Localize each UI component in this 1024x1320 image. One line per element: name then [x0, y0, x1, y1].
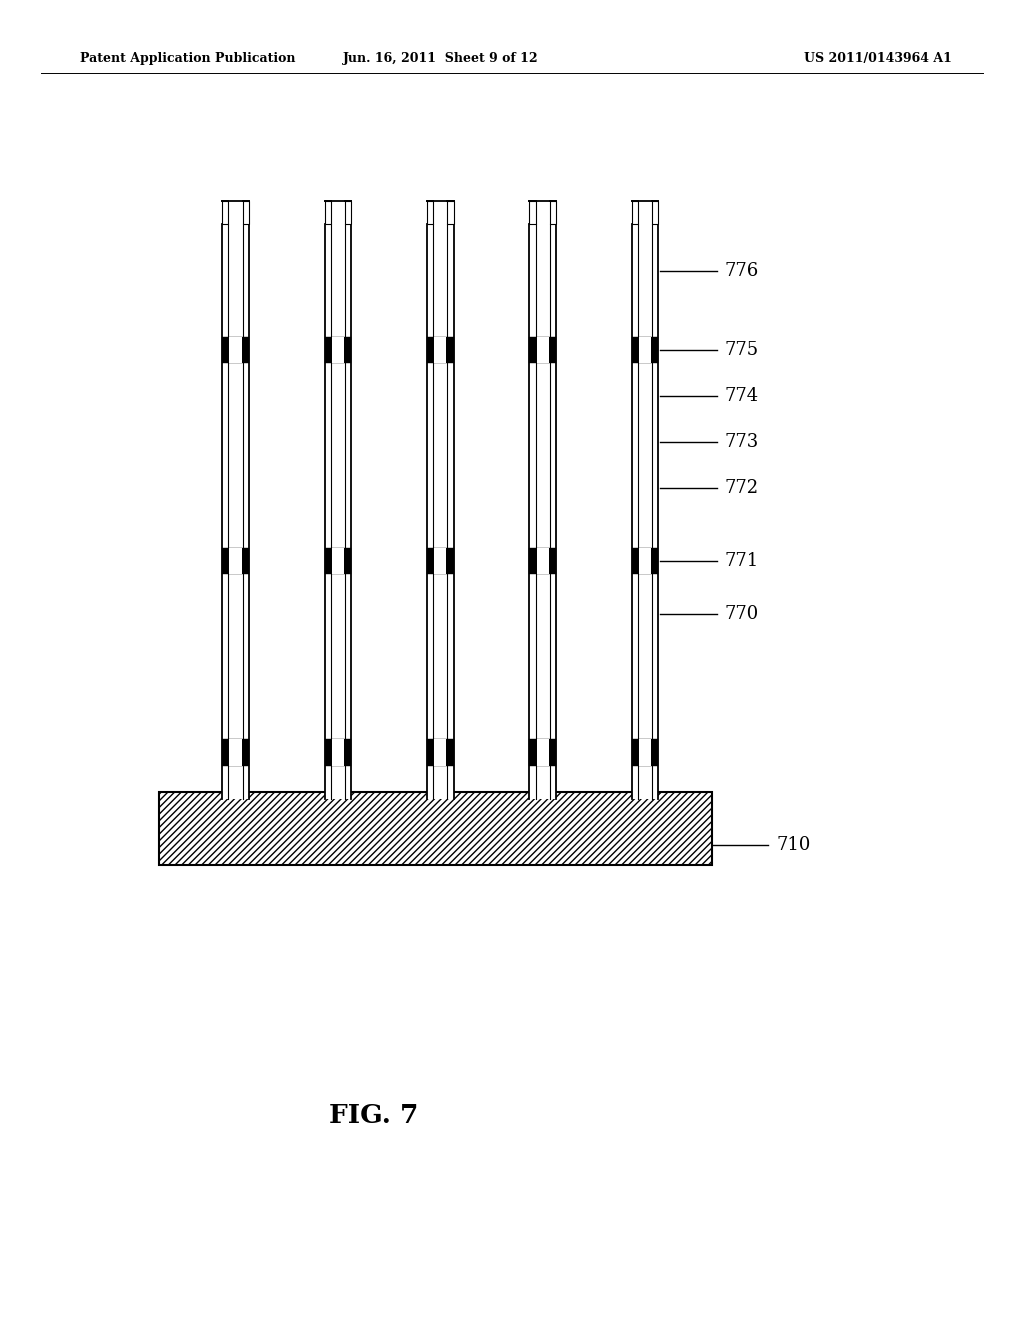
Bar	[529, 337, 556, 363]
Bar	[537, 739, 549, 766]
Bar	[427, 548, 454, 574]
Text: FIG. 7: FIG. 7	[329, 1104, 419, 1127]
Text: 773: 773	[725, 433, 759, 451]
Bar	[325, 224, 331, 799]
Bar	[332, 337, 344, 363]
Bar	[434, 739, 446, 766]
Bar	[529, 548, 556, 574]
Bar	[639, 548, 651, 574]
Bar	[427, 337, 454, 363]
Bar	[159, 792, 712, 865]
Bar	[447, 224, 454, 799]
Bar	[229, 337, 242, 363]
Bar	[434, 548, 446, 574]
Bar	[639, 337, 651, 363]
Bar	[332, 548, 344, 574]
Bar	[632, 739, 658, 766]
Bar	[243, 201, 249, 224]
Text: 774: 774	[725, 387, 759, 405]
Text: US 2011/0143964 A1: US 2011/0143964 A1	[805, 51, 952, 65]
Bar	[325, 337, 351, 363]
Bar	[222, 548, 249, 574]
Text: 771: 771	[725, 552, 759, 570]
Bar	[331, 224, 345, 799]
Bar	[652, 224, 658, 799]
Bar	[345, 224, 351, 799]
Bar	[529, 224, 536, 799]
Bar	[229, 548, 242, 574]
Bar	[325, 548, 351, 574]
Bar	[632, 224, 638, 799]
Bar	[550, 201, 556, 224]
Text: Jun. 16, 2011  Sheet 9 of 12: Jun. 16, 2011 Sheet 9 of 12	[342, 51, 539, 65]
Text: 776: 776	[725, 261, 759, 280]
Bar	[222, 337, 249, 363]
Bar	[639, 739, 651, 766]
Text: 775: 775	[725, 341, 759, 359]
Bar	[427, 224, 433, 799]
Bar	[345, 201, 351, 224]
Bar	[537, 548, 549, 574]
Bar	[427, 739, 454, 766]
Bar	[222, 224, 228, 799]
Bar	[550, 224, 556, 799]
Bar	[632, 548, 658, 574]
Text: 772: 772	[725, 479, 759, 498]
Bar	[434, 337, 446, 363]
Text: 770: 770	[725, 605, 759, 623]
Bar	[529, 201, 536, 224]
Bar	[222, 201, 228, 224]
Bar	[222, 739, 249, 766]
Bar	[325, 739, 351, 766]
Bar	[228, 224, 243, 799]
Bar	[325, 201, 331, 224]
Bar	[632, 337, 658, 363]
Bar	[638, 224, 652, 799]
Bar	[433, 224, 447, 799]
Bar	[529, 739, 556, 766]
Text: Patent Application Publication: Patent Application Publication	[80, 51, 295, 65]
Bar	[652, 201, 658, 224]
Bar	[332, 739, 344, 766]
Bar	[537, 337, 549, 363]
Bar	[632, 201, 638, 224]
Bar	[229, 739, 242, 766]
Text: 710: 710	[776, 836, 811, 854]
Bar	[447, 201, 454, 224]
Bar	[536, 224, 550, 799]
Bar	[427, 201, 433, 224]
Bar	[243, 224, 249, 799]
